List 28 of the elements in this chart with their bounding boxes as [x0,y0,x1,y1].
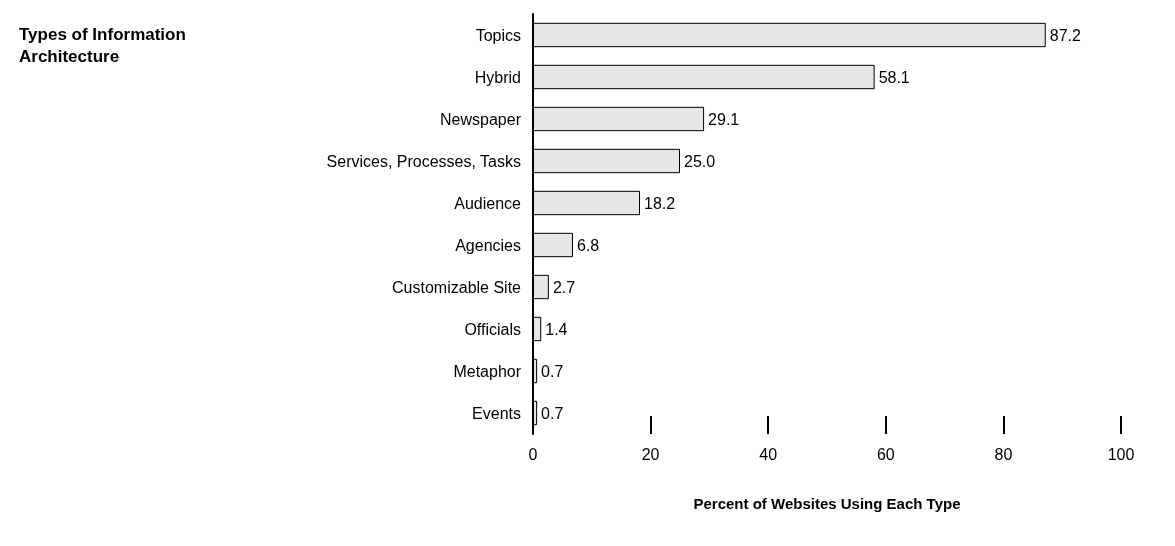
x-tick-label: 0 [528,445,538,463]
x-tick-label: 80 [994,445,1013,463]
data-label: 6.8 [576,236,600,254]
x-axis-title: Percent of Websites Using Each Type [693,495,961,512]
data-label: 58.1 [878,68,910,86]
y-tick-label: Services, Processes, Tasks [326,152,521,170]
y-tick-label: Customizable Site [392,278,522,296]
x-tick-label: 40 [759,445,778,463]
data-label: 87.2 [1049,26,1081,44]
x-tick-label: 60 [876,445,895,463]
data-label: 25.0 [684,152,716,170]
y-tick-label: Topics [475,26,521,44]
data-label: 0.7 [541,404,564,422]
data-label: 29.1 [708,110,740,128]
x-tick-label: 100 [1107,445,1135,463]
y-tick-label: Newspaper [440,110,522,128]
data-label: 1.4 [545,320,568,338]
text: Types of Information Architecture [19,24,191,66]
data-label: 2.7 [552,278,576,296]
y-tick-label: Hybrid [474,68,521,86]
y-tick-label: Agencies [455,236,521,254]
data-label: 18.2 [644,194,676,212]
y-tick-label: Metaphor [453,362,522,380]
x-tick-label: 20 [641,445,660,463]
y-tick-label: Events [472,404,521,422]
y-tick-label: Audience [454,194,522,212]
data-label: 0.7 [541,362,564,380]
y-tick-label: Officials [464,320,521,338]
